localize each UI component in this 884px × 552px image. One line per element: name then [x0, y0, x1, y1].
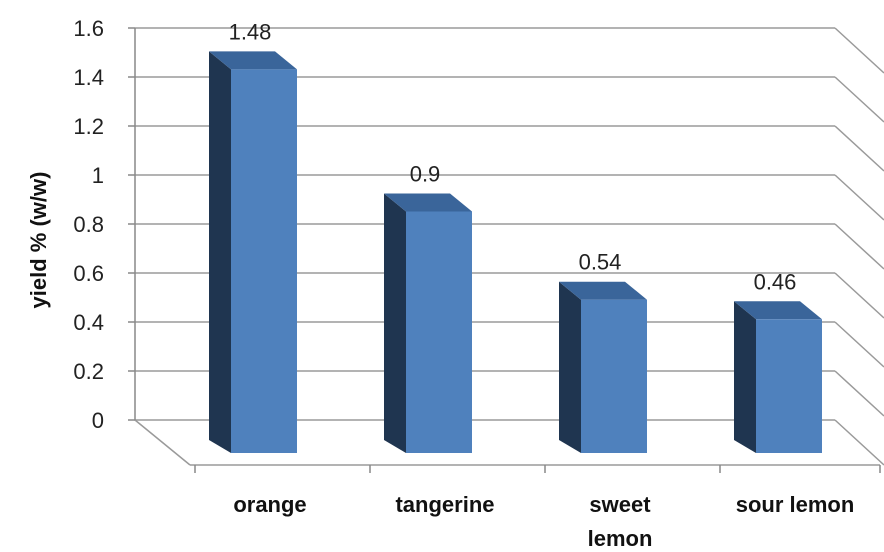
bar-top: [559, 281, 647, 300]
y-tick-label: 0.4: [73, 310, 104, 335]
bar: [231, 69, 297, 454]
bar: [581, 299, 647, 453]
x-tick-label-line: orange: [233, 492, 306, 517]
y-tick-label: 1.4: [73, 65, 104, 90]
grid-layer: [134, 27, 884, 466]
x-tick-label-line: tangerine: [395, 492, 494, 517]
bar-side: [209, 51, 231, 454]
gridline-slant: [834, 76, 884, 123]
bar-side: [384, 193, 406, 453]
floor-edge: [134, 419, 191, 466]
bar: [406, 211, 472, 453]
x-tick-label: sour lemon: [736, 492, 855, 517]
bar-top: [209, 51, 297, 70]
x-tick-label-line: sour lemon: [736, 492, 855, 517]
bar-top: [734, 301, 822, 320]
bar: [756, 319, 822, 453]
bar-top: [384, 193, 472, 212]
gridline-slant: [834, 272, 884, 319]
y-axis-label: yield % (w/w): [26, 172, 51, 309]
data-label: 0.9: [410, 162, 441, 187]
bar-side: [734, 301, 756, 453]
y-tick-label: 0: [92, 408, 104, 433]
x-tick-label-line: lemon: [588, 526, 653, 551]
x-tick-label: tangerine: [395, 492, 494, 517]
y-tick-label: 1.2: [73, 114, 104, 139]
y-tick-label: 0.6: [73, 261, 104, 286]
data-label: 0.54: [579, 250, 622, 275]
y-tick-label: 1.6: [73, 16, 104, 41]
y-tick-label: 0.2: [73, 359, 104, 384]
gridline-slant: [834, 419, 884, 466]
axis-layer: 0 0.2 0.4 0.6 0.8 1 1.2 1.4 1.6: [73, 16, 881, 473]
data-label: 1.48: [229, 19, 272, 44]
gridline-slant: [834, 27, 884, 74]
label-layer: 1.48 orange 0.9 tangerine 0.54 sweet lemon 0.46…: [229, 19, 855, 551]
data-label: 0.46: [754, 269, 797, 294]
gridline-slant: [834, 223, 884, 270]
x-tick-label: orange: [233, 492, 306, 517]
y-tick-label: 1: [92, 163, 104, 188]
gridline-slant: [834, 321, 884, 368]
y-tick-label: 0.8: [73, 212, 104, 237]
gridline-slant: [834, 370, 884, 417]
x-tick-label-line: sweet: [589, 492, 651, 517]
x-tick-label: sweet lemon: [588, 492, 653, 551]
bar-layer: [209, 51, 822, 454]
gridline-slant: [834, 125, 884, 172]
gridline-slant: [834, 174, 884, 221]
bar-side: [559, 281, 581, 453]
